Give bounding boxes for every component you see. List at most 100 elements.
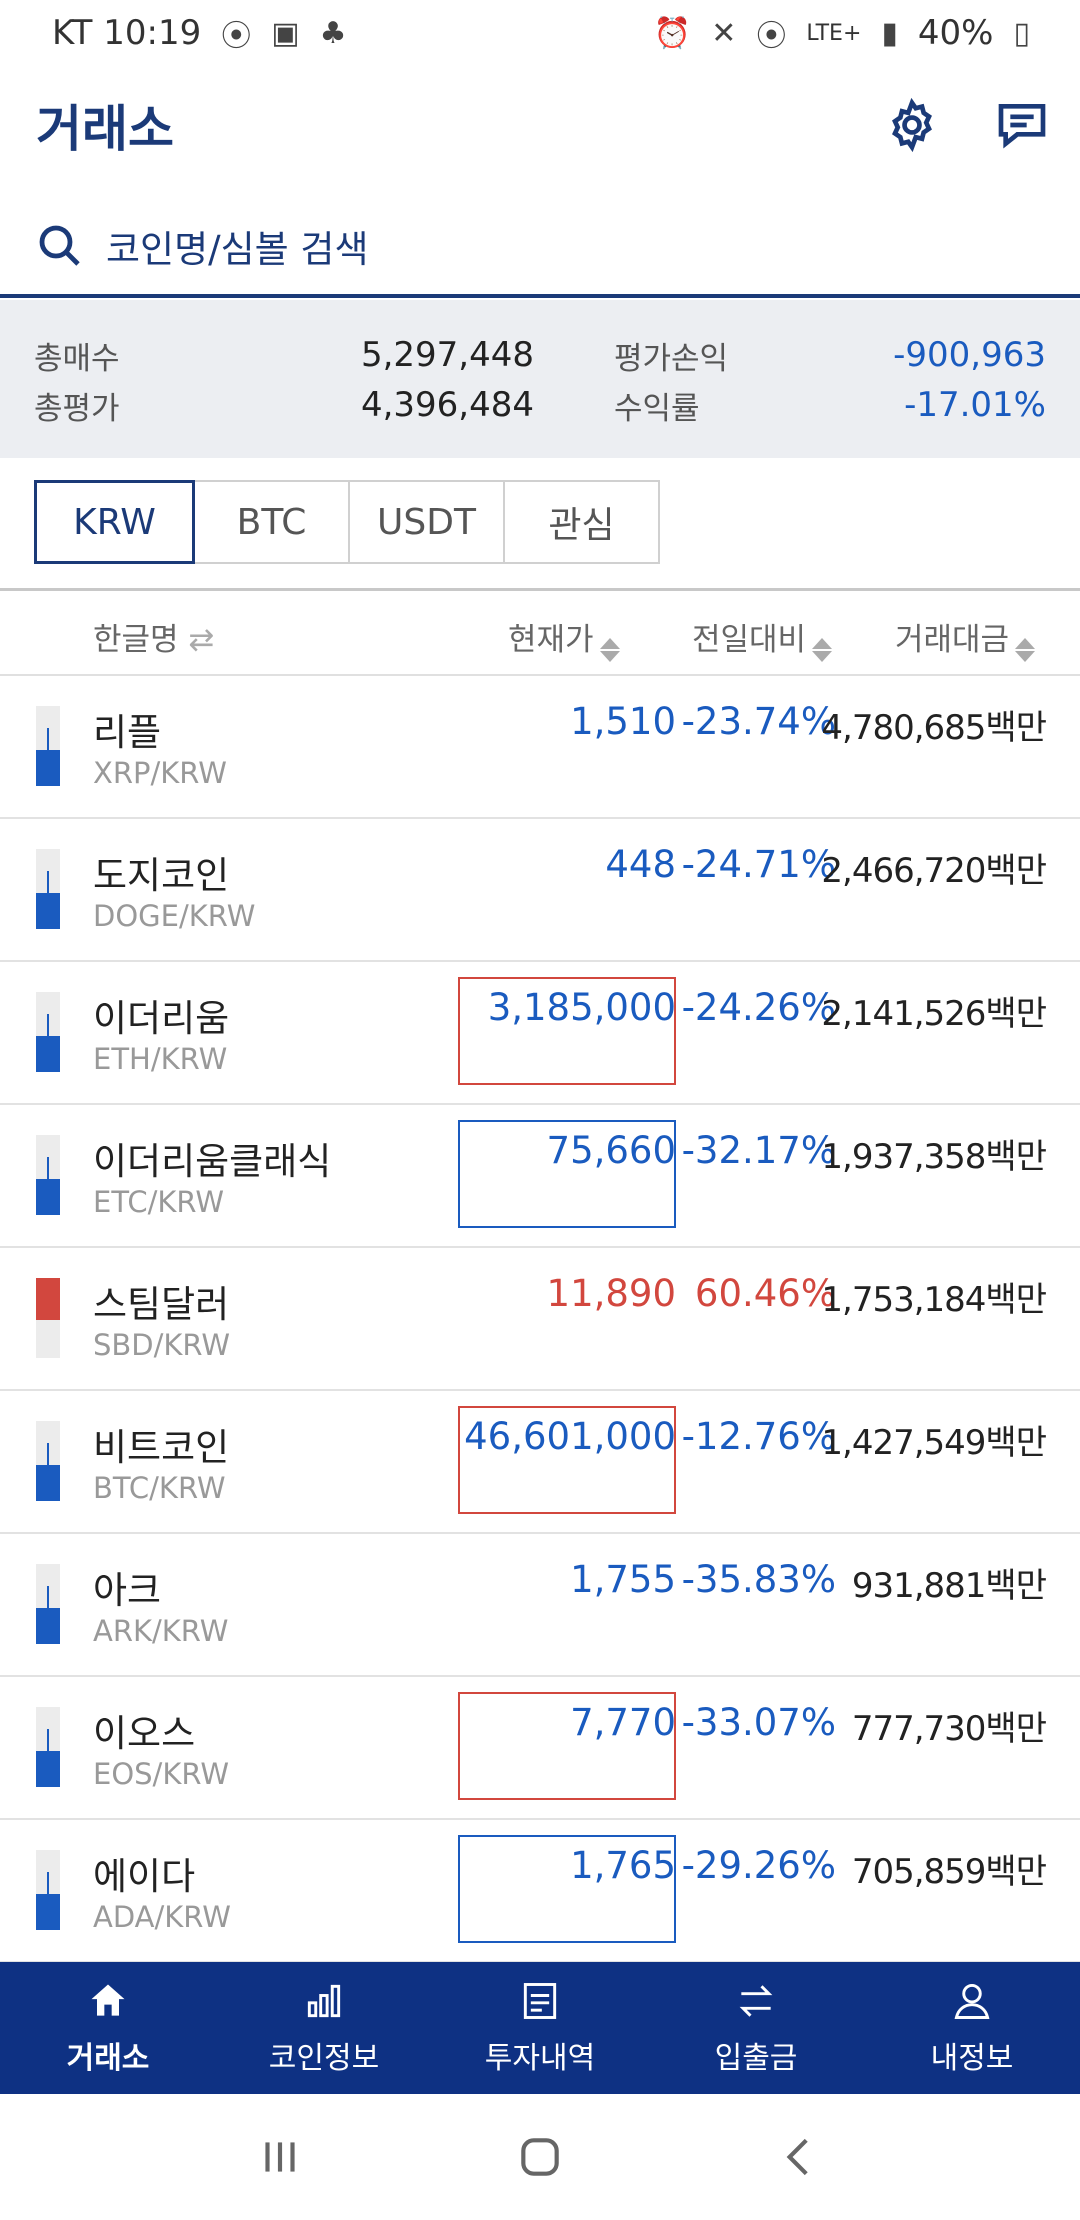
tab-btc[interactable]: BTC	[193, 480, 350, 564]
sort-price-button[interactable]: 현재가	[508, 614, 620, 662]
image-icon: ▣	[271, 15, 300, 51]
bottom-nav: 거래소 코인정보 투자내역 입출금 내정보	[0, 1962, 1080, 2094]
price-flash-box	[458, 1835, 676, 1943]
coin-price: 3,185,000	[487, 986, 676, 1029]
back-icon[interactable]	[775, 2132, 825, 2182]
column-name-label: 한글명	[93, 622, 179, 658]
coin-change: -12.76%	[681, 1415, 836, 1458]
candle-body	[36, 1179, 60, 1215]
coin-symbol: EOS/KRW	[93, 1757, 229, 1791]
coin-price: 1,755	[570, 1558, 676, 1601]
nav-exchange[interactable]: 거래소	[0, 1962, 216, 2094]
column-volume-label: 거래대금	[895, 622, 1010, 658]
yield-value: -17.01%	[904, 385, 1046, 425]
nav-my-info[interactable]: 내정보	[864, 1962, 1080, 2094]
recent-apps-icon[interactable]	[255, 2132, 305, 2182]
transfer-icon	[739, 1985, 773, 2017]
total-eval-label: 총평가	[34, 390, 120, 427]
coin-change: -35.83%	[681, 1558, 836, 1601]
mini-candle-chart	[36, 1564, 60, 1644]
candle-body	[36, 1894, 60, 1930]
mute-icon: ✕	[711, 15, 737, 51]
coin-change: -33.07%	[681, 1701, 836, 1744]
price-flash-box	[458, 1120, 676, 1228]
app-notification-icon: ♣	[319, 15, 347, 51]
user-icon	[954, 1983, 990, 2019]
nav-deposit-withdraw[interactable]: 입출금	[648, 1962, 864, 2094]
total-buy-value: 5,297,448	[360, 335, 534, 375]
home-button-icon[interactable]	[515, 2132, 565, 2182]
page-title: 거래소	[36, 100, 174, 158]
portfolio-summary: 총매수 5,297,448 평가손익 -900,963 총평가 4,396,48…	[0, 300, 1080, 458]
column-change-label: 전일대비	[692, 622, 807, 658]
coin-price: 7,770	[570, 1701, 676, 1744]
coin-row[interactable]: 이더리움 ETH/KRW 3,185,000 -24.26% 2,141,526백만	[0, 962, 1080, 1105]
coin-name: 이오스	[93, 1712, 196, 1755]
nav-coin-info[interactable]: 코인정보	[216, 1962, 432, 2094]
tab-krw[interactable]: KRW	[34, 480, 195, 564]
coin-change: 60.46%	[694, 1272, 836, 1315]
column-price-label: 현재가	[508, 622, 594, 658]
search-icon	[39, 225, 80, 266]
sort-icon	[812, 636, 833, 664]
sort-name-button[interactable]: 한글명 ⇄	[93, 614, 214, 659]
coin-change: -23.74%	[681, 700, 836, 743]
status-bar: KT 10:19 ⦿ ▣ ♣ ⏰ ✕ ⦿ LTE+ ▮ 40% ▯	[0, 0, 1080, 66]
nav-investments[interactable]: 투자내역	[432, 1962, 648, 2094]
coin-symbol: BTC/KRW	[93, 1471, 226, 1505]
candle-body	[36, 1278, 60, 1320]
coin-row[interactable]: 이더리움클래식 ETC/KRW 75,660 -32.17% 1,937,358백만	[0, 1105, 1080, 1248]
pnl-value: -900,963	[893, 335, 1046, 375]
coin-volume: 777,730백만	[851, 1709, 1047, 1749]
gear-icon[interactable]	[884, 97, 940, 153]
alarm-icon: ⏰	[653, 15, 692, 51]
coin-symbol: ETH/KRW	[93, 1042, 228, 1076]
app-bar: 거래소	[0, 70, 1080, 180]
coin-row[interactable]: 도지코인 DOGE/KRW 448 -24.71% 2,466,720백만	[0, 819, 1080, 962]
coin-name: 비트코인	[93, 1426, 230, 1469]
sort-volume-button[interactable]: 거래대금	[895, 614, 1036, 662]
chat-icon[interactable]	[994, 97, 1050, 153]
coin-volume: 2,141,526백만	[821, 994, 1047, 1034]
divider	[0, 588, 1080, 591]
coin-row[interactable]: 에이다 ADA/KRW 1,765 -29.26% 705,859백만	[0, 1820, 1080, 1963]
candle-body	[36, 1751, 60, 1787]
coin-symbol: ETC/KRW	[93, 1185, 225, 1219]
total-buy-label: 총매수	[34, 340, 120, 377]
coin-volume: 705,859백만	[851, 1852, 1047, 1892]
coin-row[interactable]: 비트코인 BTC/KRW 46,601,000 -12.76% 1,427,549백만	[0, 1391, 1080, 1534]
coin-name: 에이다	[93, 1855, 196, 1898]
battery-icon: ▯	[1013, 15, 1030, 51]
tab-usdt[interactable]: USDT	[348, 480, 505, 564]
nav-investments-label: 투자내역	[484, 2041, 596, 2076]
coin-symbol: ARK/KRW	[93, 1614, 229, 1648]
mini-candle-chart	[36, 849, 60, 929]
price-flash-box	[458, 1406, 676, 1514]
tab-favorites[interactable]: 관심	[503, 480, 660, 564]
coin-symbol: ADA/KRW	[93, 1900, 231, 1934]
coin-volume: 2,466,720백만	[821, 851, 1047, 891]
candle-body	[36, 1608, 60, 1644]
candle-body	[36, 1036, 60, 1072]
coin-name: 아크	[93, 1569, 162, 1612]
coin-price: 448	[605, 843, 676, 886]
market-tabs: KRW BTC USDT 관심	[34, 480, 660, 564]
coin-row[interactable]: 스팀달러 SBD/KRW 11,890 60.46% 1,753,184백만	[0, 1248, 1080, 1391]
coin-price: 1,510	[570, 700, 676, 743]
search-bar[interactable]: 코인명/심볼 검색	[0, 198, 1080, 298]
mini-candle-chart	[36, 706, 60, 786]
coin-row[interactable]: 리플 XRP/KRW 1,510 -23.74% 4,780,685백만	[0, 676, 1080, 819]
carrier-time: KT 10:19	[52, 13, 202, 53]
candle-body	[36, 1465, 60, 1501]
nav-coin-info-label: 코인정보	[268, 2041, 380, 2076]
coin-row[interactable]: 이오스 EOS/KRW 7,770 -33.07% 777,730백만	[0, 1677, 1080, 1820]
search-placeholder: 코인명/심볼 검색	[106, 228, 369, 271]
mini-candle-chart	[36, 1707, 60, 1787]
column-header: 한글명 ⇄ 현재가 전일대비 거래대금	[0, 592, 1080, 676]
battery-label: 40%	[917, 13, 994, 53]
coin-change: -32.17%	[681, 1129, 836, 1172]
sort-change-button[interactable]: 전일대비	[692, 614, 833, 662]
swap-icon: ⇄	[188, 622, 215, 658]
coin-row[interactable]: 아크 ARK/KRW 1,755 -35.83% 931,881백만	[0, 1534, 1080, 1677]
coin-change: -24.26%	[681, 986, 836, 1029]
